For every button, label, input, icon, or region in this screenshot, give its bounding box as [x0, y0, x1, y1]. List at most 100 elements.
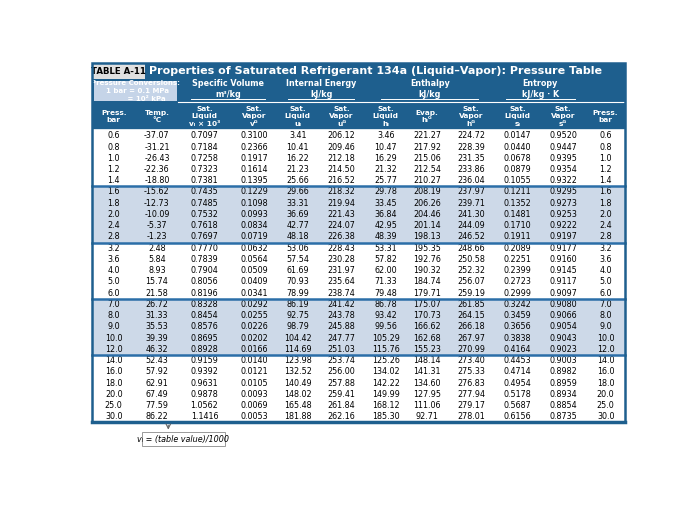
Text: 0.7184: 0.7184	[190, 142, 218, 151]
Text: 0.7381: 0.7381	[190, 176, 218, 185]
Text: 212.18: 212.18	[328, 154, 356, 163]
Text: 8.0: 8.0	[599, 311, 612, 320]
Text: 0.1055: 0.1055	[503, 176, 531, 185]
Text: 0.8576: 0.8576	[190, 322, 218, 331]
Text: 0.9253: 0.9253	[550, 210, 577, 219]
Text: 0.0140: 0.0140	[240, 356, 268, 365]
Text: 114.69: 114.69	[284, 345, 312, 354]
Text: 212.54: 212.54	[413, 165, 441, 174]
Text: 148.02: 148.02	[284, 390, 312, 399]
Text: 1.6: 1.6	[599, 188, 612, 197]
Text: 8.0: 8.0	[108, 311, 120, 320]
Text: 264.15: 264.15	[457, 311, 485, 320]
Text: 0.8959: 0.8959	[550, 379, 577, 387]
Text: 78.99: 78.99	[286, 289, 309, 297]
Text: 98.79: 98.79	[286, 322, 309, 331]
Text: 162.68: 162.68	[413, 334, 441, 343]
Text: 175.07: 175.07	[413, 300, 441, 309]
Text: Sat.
Liquid
vₗ × 10³: Sat. Liquid vₗ × 10³	[189, 106, 220, 126]
Text: 0.2999: 0.2999	[503, 289, 531, 297]
Text: 267.97: 267.97	[457, 334, 485, 343]
Text: Properties of Saturated Refrigerant 134a (Liquid–Vapor): Pressure Table: Properties of Saturated Refrigerant 134a…	[148, 66, 602, 76]
Text: -22.36: -22.36	[144, 165, 169, 174]
Text: 0.6: 0.6	[108, 131, 120, 140]
Text: 0.9273: 0.9273	[550, 199, 577, 207]
Text: 0.9160: 0.9160	[550, 255, 577, 264]
Text: 0.0226: 0.0226	[240, 322, 268, 331]
Text: 71.33: 71.33	[374, 278, 397, 287]
Text: 2.8: 2.8	[599, 232, 612, 241]
Text: 181.88: 181.88	[284, 412, 312, 421]
Text: 228.43: 228.43	[328, 244, 356, 253]
Text: 277.94: 277.94	[457, 390, 485, 399]
Text: 14.0: 14.0	[105, 356, 122, 365]
Text: 185.30: 185.30	[372, 412, 400, 421]
Text: 0.8928: 0.8928	[190, 345, 218, 354]
Text: 155.23: 155.23	[413, 345, 441, 354]
Text: 86.78: 86.78	[374, 300, 397, 309]
Text: 48.18: 48.18	[286, 232, 309, 241]
Text: 6.0: 6.0	[108, 289, 120, 297]
Text: 0.7697: 0.7697	[190, 232, 218, 241]
Text: 53.06: 53.06	[286, 244, 309, 253]
Text: 217.92: 217.92	[413, 142, 441, 151]
Text: 0.4453: 0.4453	[503, 356, 531, 365]
Text: 206.12: 206.12	[328, 131, 356, 140]
Text: 0.0632: 0.0632	[240, 244, 268, 253]
Text: 198.13: 198.13	[413, 232, 441, 241]
Text: 0.8056: 0.8056	[190, 278, 218, 287]
Text: 251.03: 251.03	[328, 345, 356, 354]
Text: 93.42: 93.42	[374, 311, 397, 320]
Text: 221.27: 221.27	[413, 131, 441, 140]
Bar	[92, 355, 625, 422]
Text: 0.8854: 0.8854	[550, 401, 577, 410]
Text: 0.7485: 0.7485	[190, 199, 218, 207]
Text: 2.48: 2.48	[148, 244, 166, 253]
Text: 25.77: 25.77	[374, 176, 397, 185]
Text: 0.9177: 0.9177	[550, 244, 577, 253]
Text: 261.85: 261.85	[457, 300, 485, 309]
Text: 0.0440: 0.0440	[504, 142, 531, 151]
Text: 262.16: 262.16	[328, 412, 356, 421]
Text: 1.4: 1.4	[599, 176, 612, 185]
Text: 30.0: 30.0	[105, 412, 122, 421]
Text: 29.78: 29.78	[374, 188, 397, 197]
Text: 253.74: 253.74	[328, 356, 356, 365]
Text: 0.7258: 0.7258	[190, 154, 218, 163]
Text: 42.77: 42.77	[286, 221, 309, 230]
Text: -18.80: -18.80	[144, 176, 169, 185]
Text: 179.71: 179.71	[413, 289, 441, 297]
Text: 0.1229: 0.1229	[240, 188, 268, 197]
Text: 210.27: 210.27	[413, 176, 441, 185]
Text: 208.19: 208.19	[413, 188, 441, 197]
Text: 0.7435: 0.7435	[190, 188, 218, 197]
Text: vₗ = (table value)/1000: vₗ = (table value)/1000	[137, 435, 230, 444]
Text: 10.41: 10.41	[286, 142, 309, 151]
Text: 9.0: 9.0	[599, 322, 612, 331]
Text: 257.88: 257.88	[328, 379, 356, 387]
Text: 0.7532: 0.7532	[190, 210, 218, 219]
Text: 266.18: 266.18	[457, 322, 485, 331]
Text: 0.8328: 0.8328	[190, 300, 218, 309]
Text: 104.42: 104.42	[284, 334, 312, 343]
Text: 0.0879: 0.0879	[503, 165, 531, 174]
Text: 20.0: 20.0	[105, 390, 122, 399]
Text: 0.0341: 0.0341	[240, 289, 268, 297]
Text: 0.3838: 0.3838	[504, 334, 531, 343]
Text: 275.33: 275.33	[457, 367, 485, 376]
Text: 0.3459: 0.3459	[503, 311, 531, 320]
Text: 221.43: 221.43	[328, 210, 356, 219]
Text: 0.0105: 0.0105	[240, 379, 268, 387]
Text: 1.0: 1.0	[599, 154, 612, 163]
Text: 0.0093: 0.0093	[240, 390, 268, 399]
Text: 0.9354: 0.9354	[550, 165, 577, 174]
Bar	[92, 299, 625, 355]
Text: 0.7323: 0.7323	[190, 165, 218, 174]
Text: 1.6: 1.6	[108, 188, 120, 197]
Text: 0.9080: 0.9080	[550, 300, 577, 309]
Text: 6.0: 6.0	[599, 289, 612, 297]
Text: 16.0: 16.0	[105, 367, 122, 376]
Text: 4.0: 4.0	[108, 266, 120, 275]
Text: 270.99: 270.99	[457, 345, 485, 354]
Text: 1.8: 1.8	[108, 199, 120, 207]
